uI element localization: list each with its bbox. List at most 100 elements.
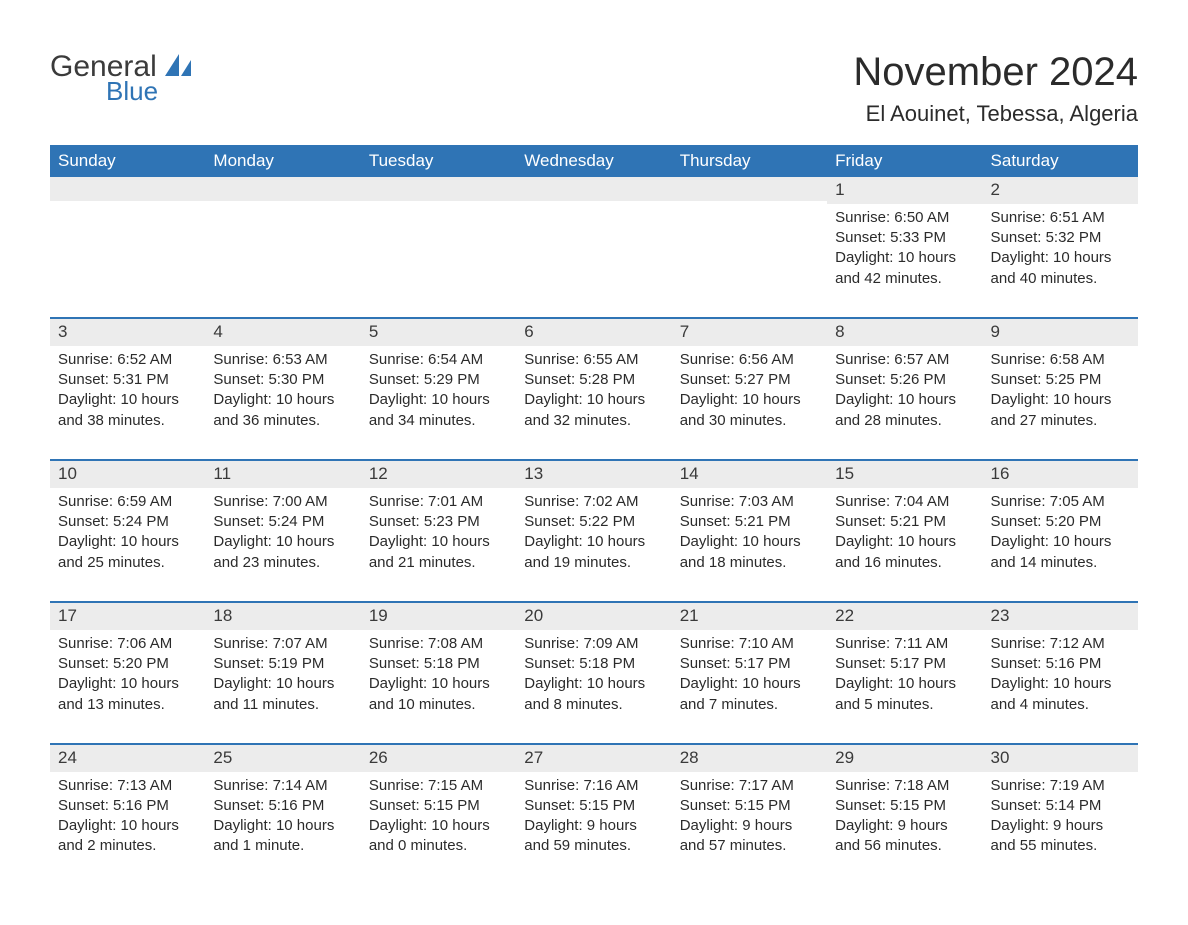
day-sunset: Sunset: 5:18 PM — [524, 654, 663, 674]
day-sunrise: Sunrise: 7:18 AM — [835, 776, 974, 796]
day-daylight1: Daylight: 10 hours — [369, 390, 508, 410]
day-sunrise: Sunrise: 7:06 AM — [58, 634, 197, 654]
day-sunset: Sunset: 5:15 PM — [835, 796, 974, 816]
day-number: 24 — [50, 745, 205, 772]
day-daylight2: and 34 minutes. — [369, 411, 508, 431]
day-daylight1: Daylight: 10 hours — [213, 674, 352, 694]
calendar-day-cell: 25Sunrise: 7:14 AMSunset: 5:16 PMDayligh… — [205, 744, 360, 885]
calendar-day-cell: 18Sunrise: 7:07 AMSunset: 5:19 PMDayligh… — [205, 602, 360, 744]
day-number: 21 — [672, 603, 827, 630]
day-daylight2: and 14 minutes. — [991, 553, 1130, 573]
day-sunrise: Sunrise: 7:01 AM — [369, 492, 508, 512]
calendar-day-cell: 30Sunrise: 7:19 AMSunset: 5:14 PMDayligh… — [983, 744, 1138, 885]
calendar-day-cell: 24Sunrise: 7:13 AMSunset: 5:16 PMDayligh… — [50, 744, 205, 885]
day-number: 20 — [516, 603, 671, 630]
day-header-sunday: Sunday — [50, 145, 205, 177]
day-daylight2: and 2 minutes. — [58, 836, 197, 856]
day-sunrise: Sunrise: 7:03 AM — [680, 492, 819, 512]
day-number: 4 — [205, 319, 360, 346]
day-number: 27 — [516, 745, 671, 772]
calendar-day-cell: 28Sunrise: 7:17 AMSunset: 5:15 PMDayligh… — [672, 744, 827, 885]
day-number: 16 — [983, 461, 1138, 488]
day-daylight1: Daylight: 10 hours — [680, 674, 819, 694]
day-sunrise: Sunrise: 6:55 AM — [524, 350, 663, 370]
day-daylight2: and 8 minutes. — [524, 695, 663, 715]
calendar-header-row: Sunday Monday Tuesday Wednesday Thursday… — [50, 145, 1138, 177]
calendar-day-cell: 10Sunrise: 6:59 AMSunset: 5:24 PMDayligh… — [50, 460, 205, 602]
day-number: 18 — [205, 603, 360, 630]
day-sunset: Sunset: 5:16 PM — [991, 654, 1130, 674]
day-daylight1: Daylight: 10 hours — [213, 816, 352, 836]
day-sunset: Sunset: 5:24 PM — [213, 512, 352, 532]
day-daylight2: and 10 minutes. — [369, 695, 508, 715]
day-number: 2 — [983, 177, 1138, 204]
day-daylight2: and 18 minutes. — [680, 553, 819, 573]
calendar-day-cell: 5 Sunrise: 6:54 AMSunset: 5:29 PMDaylight… — [361, 318, 516, 460]
day-daylight2: and 55 minutes. — [991, 836, 1130, 856]
empty-day-band — [361, 177, 516, 201]
day-number: 14 — [672, 461, 827, 488]
day-daylight1: Daylight: 10 hours — [369, 816, 508, 836]
day-sunrise: Sunrise: 7:08 AM — [369, 634, 508, 654]
calendar-table: Sunday Monday Tuesday Wednesday Thursday… — [50, 145, 1138, 885]
calendar-day-cell — [361, 177, 516, 318]
day-daylight1: Daylight: 10 hours — [680, 532, 819, 552]
day-sunrise: Sunrise: 6:57 AM — [835, 350, 974, 370]
day-daylight2: and 0 minutes. — [369, 836, 508, 856]
day-sunrise: Sunrise: 7:07 AM — [213, 634, 352, 654]
calendar-day-cell: 2Sunrise: 6:51 AMSunset: 5:32 PMDaylight… — [983, 177, 1138, 318]
day-number: 15 — [827, 461, 982, 488]
day-sunset: Sunset: 5:26 PM — [835, 370, 974, 390]
day-sunset: Sunset: 5:28 PM — [524, 370, 663, 390]
day-daylight1: Daylight: 9 hours — [524, 816, 663, 836]
empty-day-band — [672, 177, 827, 201]
day-number: 5 — [361, 319, 516, 346]
day-number: 9 — [983, 319, 1138, 346]
calendar-day-cell: 22Sunrise: 7:11 AMSunset: 5:17 PMDayligh… — [827, 602, 982, 744]
day-number: 13 — [516, 461, 671, 488]
day-daylight2: and 25 minutes. — [58, 553, 197, 573]
day-sunrise: Sunrise: 6:54 AM — [369, 350, 508, 370]
day-sunset: Sunset: 5:33 PM — [835, 228, 974, 248]
page-header: General Blue November 2024 El Aouinet, T… — [50, 50, 1138, 127]
day-sunset: Sunset: 5:29 PM — [369, 370, 508, 390]
day-sunrise: Sunrise: 7:17 AM — [680, 776, 819, 796]
day-sunset: Sunset: 5:16 PM — [213, 796, 352, 816]
day-number: 6 — [516, 319, 671, 346]
day-daylight2: and 40 minutes. — [991, 269, 1130, 289]
day-daylight1: Daylight: 10 hours — [524, 674, 663, 694]
empty-day-band — [50, 177, 205, 201]
day-number: 25 — [205, 745, 360, 772]
calendar-day-cell: 29Sunrise: 7:18 AMSunset: 5:15 PMDayligh… — [827, 744, 982, 885]
day-sunset: Sunset: 5:15 PM — [369, 796, 508, 816]
day-daylight2: and 57 minutes. — [680, 836, 819, 856]
calendar-day-cell: 19Sunrise: 7:08 AMSunset: 5:18 PMDayligh… — [361, 602, 516, 744]
month-title: November 2024 — [853, 50, 1138, 95]
calendar-day-cell: 27Sunrise: 7:16 AMSunset: 5:15 PMDayligh… — [516, 744, 671, 885]
day-daylight1: Daylight: 10 hours — [524, 390, 663, 410]
calendar-day-cell — [205, 177, 360, 318]
day-sunset: Sunset: 5:21 PM — [680, 512, 819, 532]
day-sunset: Sunset: 5:32 PM — [991, 228, 1130, 248]
calendar-week-row: 17Sunrise: 7:06 AMSunset: 5:20 PMDayligh… — [50, 602, 1138, 744]
day-daylight1: Daylight: 10 hours — [369, 532, 508, 552]
calendar-day-cell: 16Sunrise: 7:05 AMSunset: 5:20 PMDayligh… — [983, 460, 1138, 602]
day-header-friday: Friday — [827, 145, 982, 177]
calendar-day-cell: 8Sunrise: 6:57 AMSunset: 5:26 PMDaylight… — [827, 318, 982, 460]
calendar-day-cell: 3Sunrise: 6:52 AMSunset: 5:31 PMDaylight… — [50, 318, 205, 460]
day-daylight2: and 56 minutes. — [835, 836, 974, 856]
calendar-day-cell: 23Sunrise: 7:12 AMSunset: 5:16 PMDayligh… — [983, 602, 1138, 744]
calendar-day-cell — [672, 177, 827, 318]
day-daylight1: Daylight: 9 hours — [835, 816, 974, 836]
calendar-day-cell: 15Sunrise: 7:04 AMSunset: 5:21 PMDayligh… — [827, 460, 982, 602]
day-number: 12 — [361, 461, 516, 488]
day-daylight1: Daylight: 9 hours — [680, 816, 819, 836]
day-sunset: Sunset: 5:17 PM — [680, 654, 819, 674]
day-sunrise: Sunrise: 7:13 AM — [58, 776, 197, 796]
day-sunset: Sunset: 5:16 PM — [58, 796, 197, 816]
calendar-body: 1Sunrise: 6:50 AMSunset: 5:33 PMDaylight… — [50, 177, 1138, 885]
day-number: 8 — [827, 319, 982, 346]
day-daylight1: Daylight: 10 hours — [369, 674, 508, 694]
day-sunrise: Sunrise: 7:09 AM — [524, 634, 663, 654]
calendar-day-cell: 21Sunrise: 7:10 AMSunset: 5:17 PMDayligh… — [672, 602, 827, 744]
